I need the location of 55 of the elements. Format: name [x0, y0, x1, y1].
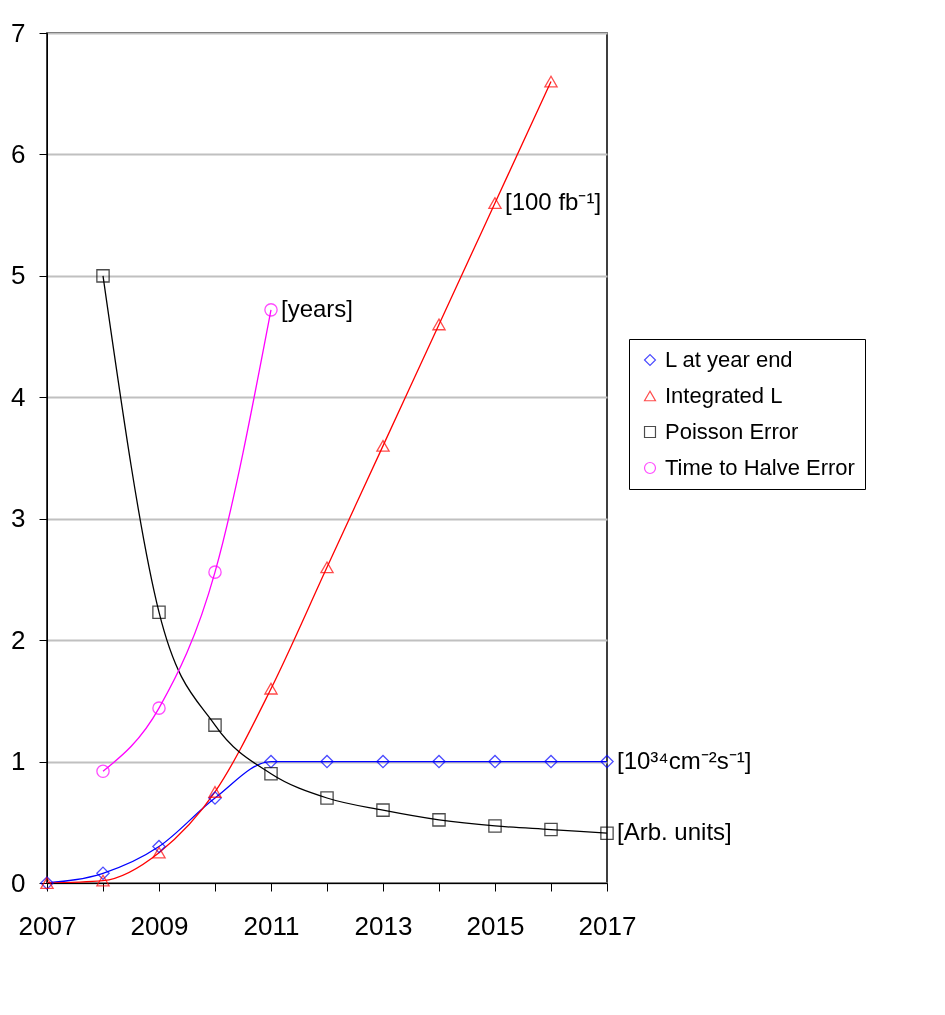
point — [432, 318, 446, 331]
y-tick-label: 2 — [11, 624, 26, 655]
x-tick-label: 2009 — [130, 910, 189, 941]
point — [432, 813, 446, 827]
point — [264, 682, 278, 695]
point — [208, 718, 222, 732]
point — [376, 439, 390, 452]
point — [264, 766, 278, 781]
point — [544, 75, 558, 88]
point — [320, 754, 334, 769]
x-tick-label: 2015 — [466, 910, 525, 941]
point — [376, 803, 390, 817]
legend-label: Poisson Error — [665, 419, 799, 444]
point — [264, 754, 278, 769]
x-tick-label: 2017 — [578, 910, 637, 941]
point — [152, 839, 166, 854]
y-tick-label: 1 — [11, 746, 26, 777]
legend-label: Integrated L — [665, 383, 783, 408]
point — [96, 764, 110, 779]
point — [544, 822, 558, 837]
x-tick-label: 2007 — [18, 910, 77, 941]
y-tick-label: 0 — [11, 867, 26, 898]
point — [208, 791, 222, 805]
point — [152, 605, 166, 619]
annotation: [years] — [281, 294, 354, 322]
point — [544, 754, 558, 769]
point — [600, 826, 614, 840]
y-tick-label: 5 — [11, 260, 26, 291]
point — [208, 565, 222, 579]
point — [152, 701, 166, 715]
y-tick-label: 4 — [11, 381, 26, 412]
point — [376, 754, 390, 769]
y-tick-label: 6 — [11, 138, 26, 169]
point — [488, 197, 502, 209]
x-tick-label: 2013 — [354, 910, 413, 941]
point — [600, 754, 614, 769]
point — [320, 561, 334, 574]
legend-label: L at year end — [665, 347, 793, 372]
point — [432, 754, 446, 769]
point — [320, 791, 334, 805]
point — [96, 874, 110, 887]
y-tick-label: 3 — [11, 503, 26, 534]
point — [152, 846, 166, 859]
point — [264, 303, 278, 317]
point — [208, 785, 222, 798]
point — [488, 819, 502, 833]
legend-label: Time to Halve Error — [665, 455, 855, 480]
point — [96, 866, 110, 881]
point — [488, 754, 502, 769]
y-tick-label: 7 — [11, 17, 26, 48]
annotation: [100 fb⁻¹] — [505, 188, 602, 215]
x-tick-label: 2011 — [243, 910, 300, 941]
point — [96, 269, 110, 283]
annotation: [Arb. units] — [617, 818, 732, 846]
annotation: [10³⁴cm⁻²s⁻¹] — [617, 746, 752, 774]
